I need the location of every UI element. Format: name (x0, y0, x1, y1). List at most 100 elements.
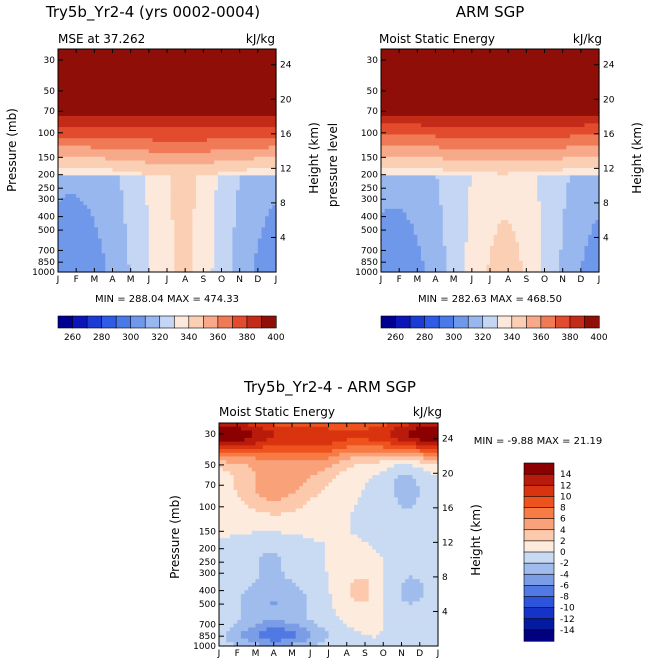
panel-model-cell (232, 268, 255, 273)
panel-diff-cell (350, 593, 370, 599)
panel-diff-cell (416, 497, 439, 502)
panel-diff-cell (219, 549, 326, 554)
panel-model-cell (58, 82, 277, 87)
panel-diff: Try5b_Yr2-4 - ARM SGP Moist Static Energ… (168, 378, 602, 659)
panel-obs-cell (519, 253, 542, 258)
panel-model-cell (58, 115, 277, 121)
panel-diff-cell (255, 489, 297, 495)
panel-diff-cbar-label: 0 (560, 548, 566, 558)
panel-model-cbar-label: 340 (180, 333, 197, 343)
panel-diff-cell (332, 449, 421, 454)
panel-diff-xtick-label: A (271, 649, 278, 659)
panel-model-cell (101, 249, 128, 255)
panel-diff-cell (240, 497, 268, 502)
panel-obs-cell (493, 234, 517, 240)
panel-diff-cell (383, 567, 439, 573)
panel-obs-cell (537, 190, 567, 195)
panel-diff-cell (295, 508, 355, 513)
panel-model-cell (196, 179, 219, 184)
panel-diff-cell (350, 527, 439, 532)
panel-model-cell (148, 208, 172, 214)
panel-diff-cell (368, 597, 384, 602)
panel-model-ytick-label: 250 (38, 184, 55, 194)
panel-diff-cell (233, 623, 257, 629)
panel-diff-cell (251, 434, 275, 439)
panel-model-cell (232, 231, 263, 236)
panel-obs-cell (566, 182, 600, 188)
panel-diff-cell (299, 486, 326, 491)
panel-obs-cell (381, 149, 600, 154)
panel-obs-cell (381, 216, 408, 221)
panel-diff-cbar-swatch (523, 607, 555, 620)
panel-obs-cell (442, 216, 469, 221)
panel-diff-xtick-label: M (288, 649, 296, 659)
panel-model-cell (105, 268, 132, 273)
panel-obs-cell (446, 253, 466, 258)
panel-model-cell (97, 227, 128, 232)
panel-diff-cell (219, 475, 235, 480)
panel-diff-cell (350, 519, 439, 524)
panel-model-cell (254, 253, 277, 258)
panel-obs-cell (566, 190, 600, 195)
panel-model-cell (58, 175, 121, 180)
panel-diff-cell (219, 489, 238, 495)
panel-obs-cell (381, 264, 426, 269)
panel-model-cell (58, 112, 277, 117)
panel-obs-ytick-label: 300 (361, 195, 378, 205)
panel-diff-cell (259, 567, 282, 573)
panel-model-cell (58, 93, 277, 98)
panel-obs-cell (468, 205, 542, 210)
panel-model-cbar-swatch (188, 315, 204, 329)
panel-diff-cell (379, 460, 421, 465)
panel-diff-xtick-label: O (380, 649, 387, 659)
panel-model-cell (97, 234, 128, 240)
panel-diff-xtick-label: M (252, 649, 260, 659)
panel-model-cell (265, 219, 277, 225)
panel-model-cell (58, 119, 277, 124)
panel-obs-cell (562, 234, 589, 240)
panel-diff-cell (219, 601, 242, 606)
panel-diff-cell (229, 627, 249, 632)
panel-diff-cell (219, 430, 253, 435)
panel-model-cell (232, 264, 255, 269)
panel-model-cell (97, 231, 128, 236)
panel-model-cell (214, 227, 233, 232)
panel-model-cell (196, 197, 215, 202)
panel-diff-cell (219, 434, 253, 439)
panel-model-cell (214, 223, 237, 228)
panel-obs-cell (471, 179, 538, 184)
panel-diff-cell (423, 467, 439, 472)
panel-model-cell (148, 268, 175, 273)
panel-model-cell (58, 101, 277, 106)
panel-model-cell (58, 208, 92, 214)
panel-obs-cell (381, 212, 408, 217)
panel-model-cell (217, 175, 241, 180)
panel-model-cell (192, 223, 215, 228)
panel-diff-cell (248, 586, 300, 591)
panel-diff-cell (375, 549, 439, 554)
panel-obs-cell (580, 264, 600, 269)
panel-diff-cell (259, 560, 282, 565)
panel-diff-cbar-label: -4 (560, 570, 569, 580)
panel-diff-cell (292, 642, 319, 647)
panel-obs-cbar-label: 280 (416, 333, 433, 343)
panel-obs-xtick-label: M (450, 275, 458, 285)
panel-model-cell (217, 179, 241, 184)
panel-obs-cell (381, 223, 415, 228)
panel-obs-cell (540, 242, 564, 247)
panel-model-cell (170, 182, 197, 188)
panel-diff-cell (284, 627, 308, 632)
panel-model-cell (58, 253, 106, 258)
panel-diff-xtick-label: J (326, 649, 330, 659)
panel-model-cell (232, 257, 255, 262)
panel-model-cell (192, 227, 215, 232)
panel-model-cell (127, 231, 150, 236)
panel-model-cell (170, 208, 194, 214)
panel-diff-cell (219, 612, 242, 617)
panel-model-cell (148, 227, 175, 232)
panel-diff-htick-label: 12 (442, 538, 453, 548)
panel-obs-cell (439, 193, 469, 199)
panel-diff-cell (281, 564, 326, 569)
panel-diff-cell (383, 579, 406, 584)
